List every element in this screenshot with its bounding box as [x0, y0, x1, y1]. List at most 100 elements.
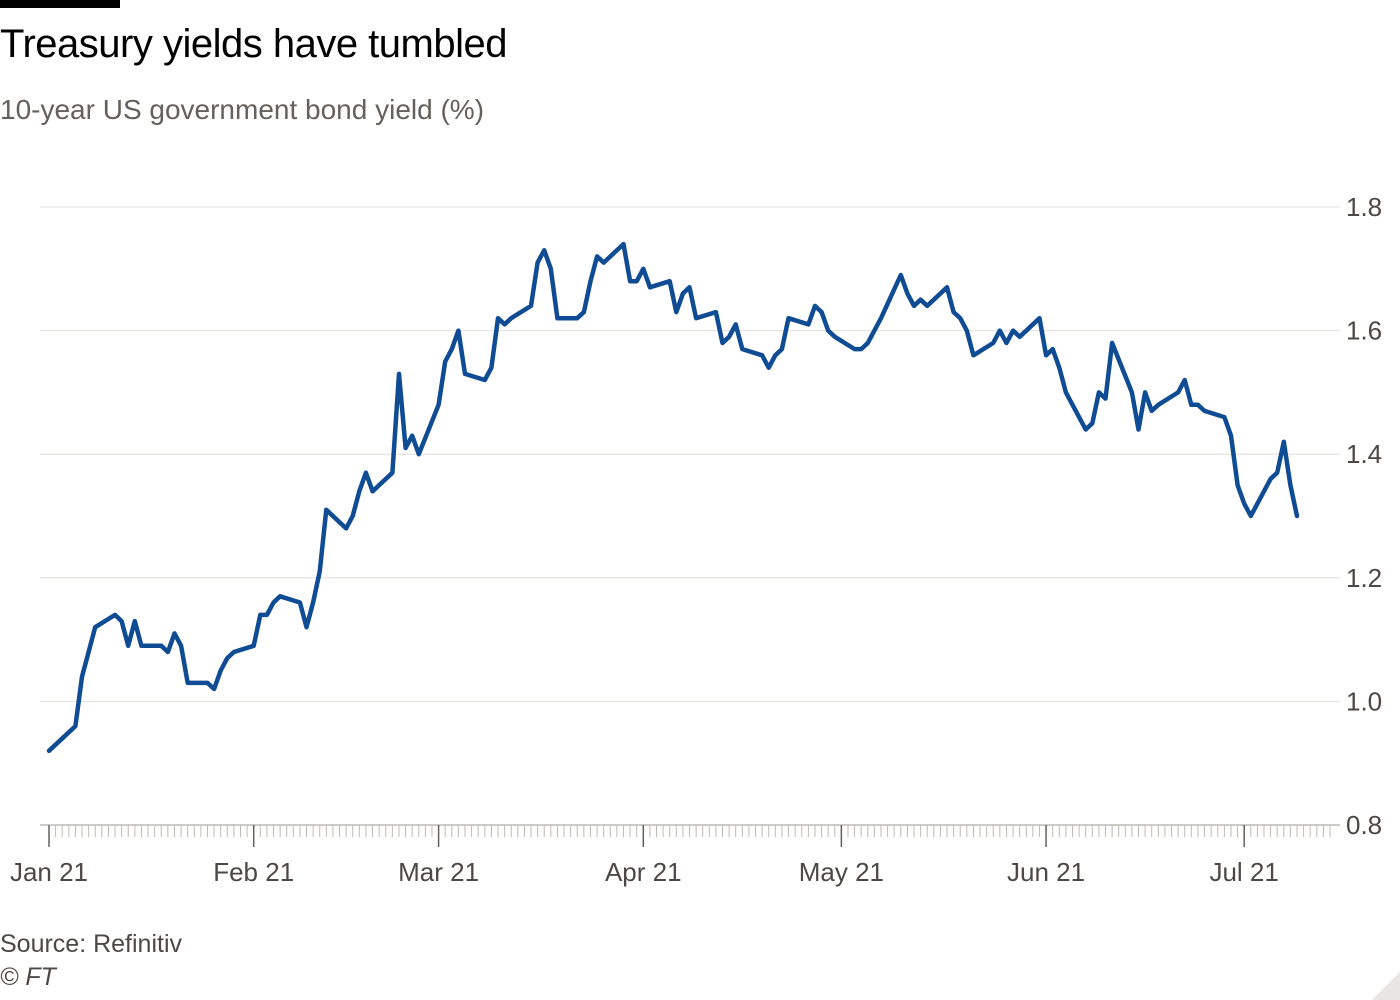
data-point: [641, 267, 645, 271]
corner-fold: [1372, 972, 1400, 1000]
y-tick-label: 1.0: [1346, 686, 1382, 716]
data-point: [866, 341, 870, 345]
data-point: [258, 613, 262, 617]
data-point: [1090, 421, 1094, 425]
line-chart: 0.8 1.0 1.2 1.4 1.6 1.8 Jan 21 Feb 21 Mar 21 Apr…: [10, 192, 1382, 887]
data-point: [324, 508, 328, 512]
data-point: [450, 347, 454, 351]
data-point: [714, 310, 718, 314]
y-tick-label: 0.8: [1346, 810, 1382, 840]
data-point: [859, 347, 863, 351]
data-point: [721, 341, 725, 345]
data-point: [1222, 415, 1226, 419]
data-point: [952, 310, 956, 314]
data-point: [1104, 397, 1108, 401]
data-point: [727, 335, 731, 339]
data-point: [602, 261, 606, 265]
data-point: [489, 366, 493, 370]
data-point: [1295, 514, 1299, 518]
data-point: [463, 372, 467, 376]
data-point: [905, 292, 909, 296]
x-tick-label: May 21: [799, 857, 884, 887]
data-point: [806, 322, 810, 326]
data-point: [318, 570, 322, 574]
data-point: [1183, 378, 1187, 382]
data-point: [787, 316, 791, 320]
x-tick-label: Apr 21: [605, 857, 682, 887]
data-point: [919, 298, 923, 302]
series-layer: [46, 241, 1300, 754]
data-point: [417, 452, 421, 456]
data-point: [166, 650, 170, 654]
data-point: [542, 248, 546, 252]
x-axis: Jan 21 Feb 21 Mar 21 Apr 21 May 21 Jun 21 Jul …: [10, 824, 1340, 887]
data-point: [555, 316, 559, 320]
data-point: [872, 329, 876, 333]
data-point: [589, 279, 593, 283]
data-point: [265, 613, 269, 617]
data-point: [1018, 335, 1022, 339]
chart-subtitle: 10-year US government bond yield (%): [0, 94, 485, 125]
data-point: [622, 242, 626, 246]
data-point: [1156, 403, 1160, 407]
data-point: [1236, 483, 1240, 487]
data-point: [1196, 403, 1200, 407]
data-point: [1044, 353, 1048, 357]
data-point: [357, 489, 361, 493]
x-tick-label: Jun 21: [1007, 857, 1085, 887]
data-point: [298, 601, 302, 605]
data-point: [272, 601, 276, 605]
data-point: [1176, 390, 1180, 394]
data-point: [1057, 366, 1061, 370]
data-point: [1004, 341, 1008, 345]
data-point: [820, 310, 824, 314]
data-point: [278, 594, 282, 598]
data-point: [688, 285, 692, 289]
data-point: [912, 304, 916, 308]
data-point: [628, 279, 632, 283]
data-point: [575, 316, 579, 320]
data-point: [694, 316, 698, 320]
y-tick-label: 1.2: [1346, 563, 1382, 593]
y-tick-label: 1.6: [1346, 316, 1382, 346]
data-point: [1269, 477, 1273, 481]
data-point: [945, 285, 949, 289]
data-point: [635, 279, 639, 283]
data-point: [648, 285, 652, 289]
data-point: [780, 347, 784, 351]
x-tick-label: Feb 21: [213, 857, 294, 887]
data-point: [1282, 440, 1286, 444]
data-point: [509, 316, 513, 320]
data-point: [1097, 390, 1101, 394]
data-point: [1038, 316, 1042, 320]
data-point: [1064, 390, 1068, 394]
data-point: [998, 329, 1002, 333]
data-point: [73, 724, 77, 728]
data-point: [113, 613, 117, 617]
data-point: [139, 644, 143, 648]
data-point: [80, 675, 84, 679]
data-point: [126, 644, 130, 648]
data-point: [1011, 329, 1015, 333]
data-point: [371, 489, 375, 493]
source-note: Source: Refinitiv: [0, 930, 183, 958]
data-point: [186, 681, 190, 685]
data-point: [760, 353, 764, 357]
data-point: [159, 644, 163, 648]
data-point: [1249, 514, 1253, 518]
data-point: [991, 341, 995, 345]
data-point: [219, 669, 223, 673]
copyright-note: © FT: [0, 963, 56, 991]
data-point: [206, 681, 210, 685]
data-point: [437, 403, 441, 407]
data-point: [1143, 390, 1147, 394]
data-point: [225, 656, 229, 660]
data-point: [344, 526, 348, 530]
data-point: [443, 360, 447, 364]
data-point: [179, 644, 183, 648]
gridlines: [40, 206, 1340, 702]
data-point: [1150, 409, 1154, 413]
data-point: [674, 310, 678, 314]
data-point: [456, 329, 460, 333]
data-point: [971, 353, 975, 357]
